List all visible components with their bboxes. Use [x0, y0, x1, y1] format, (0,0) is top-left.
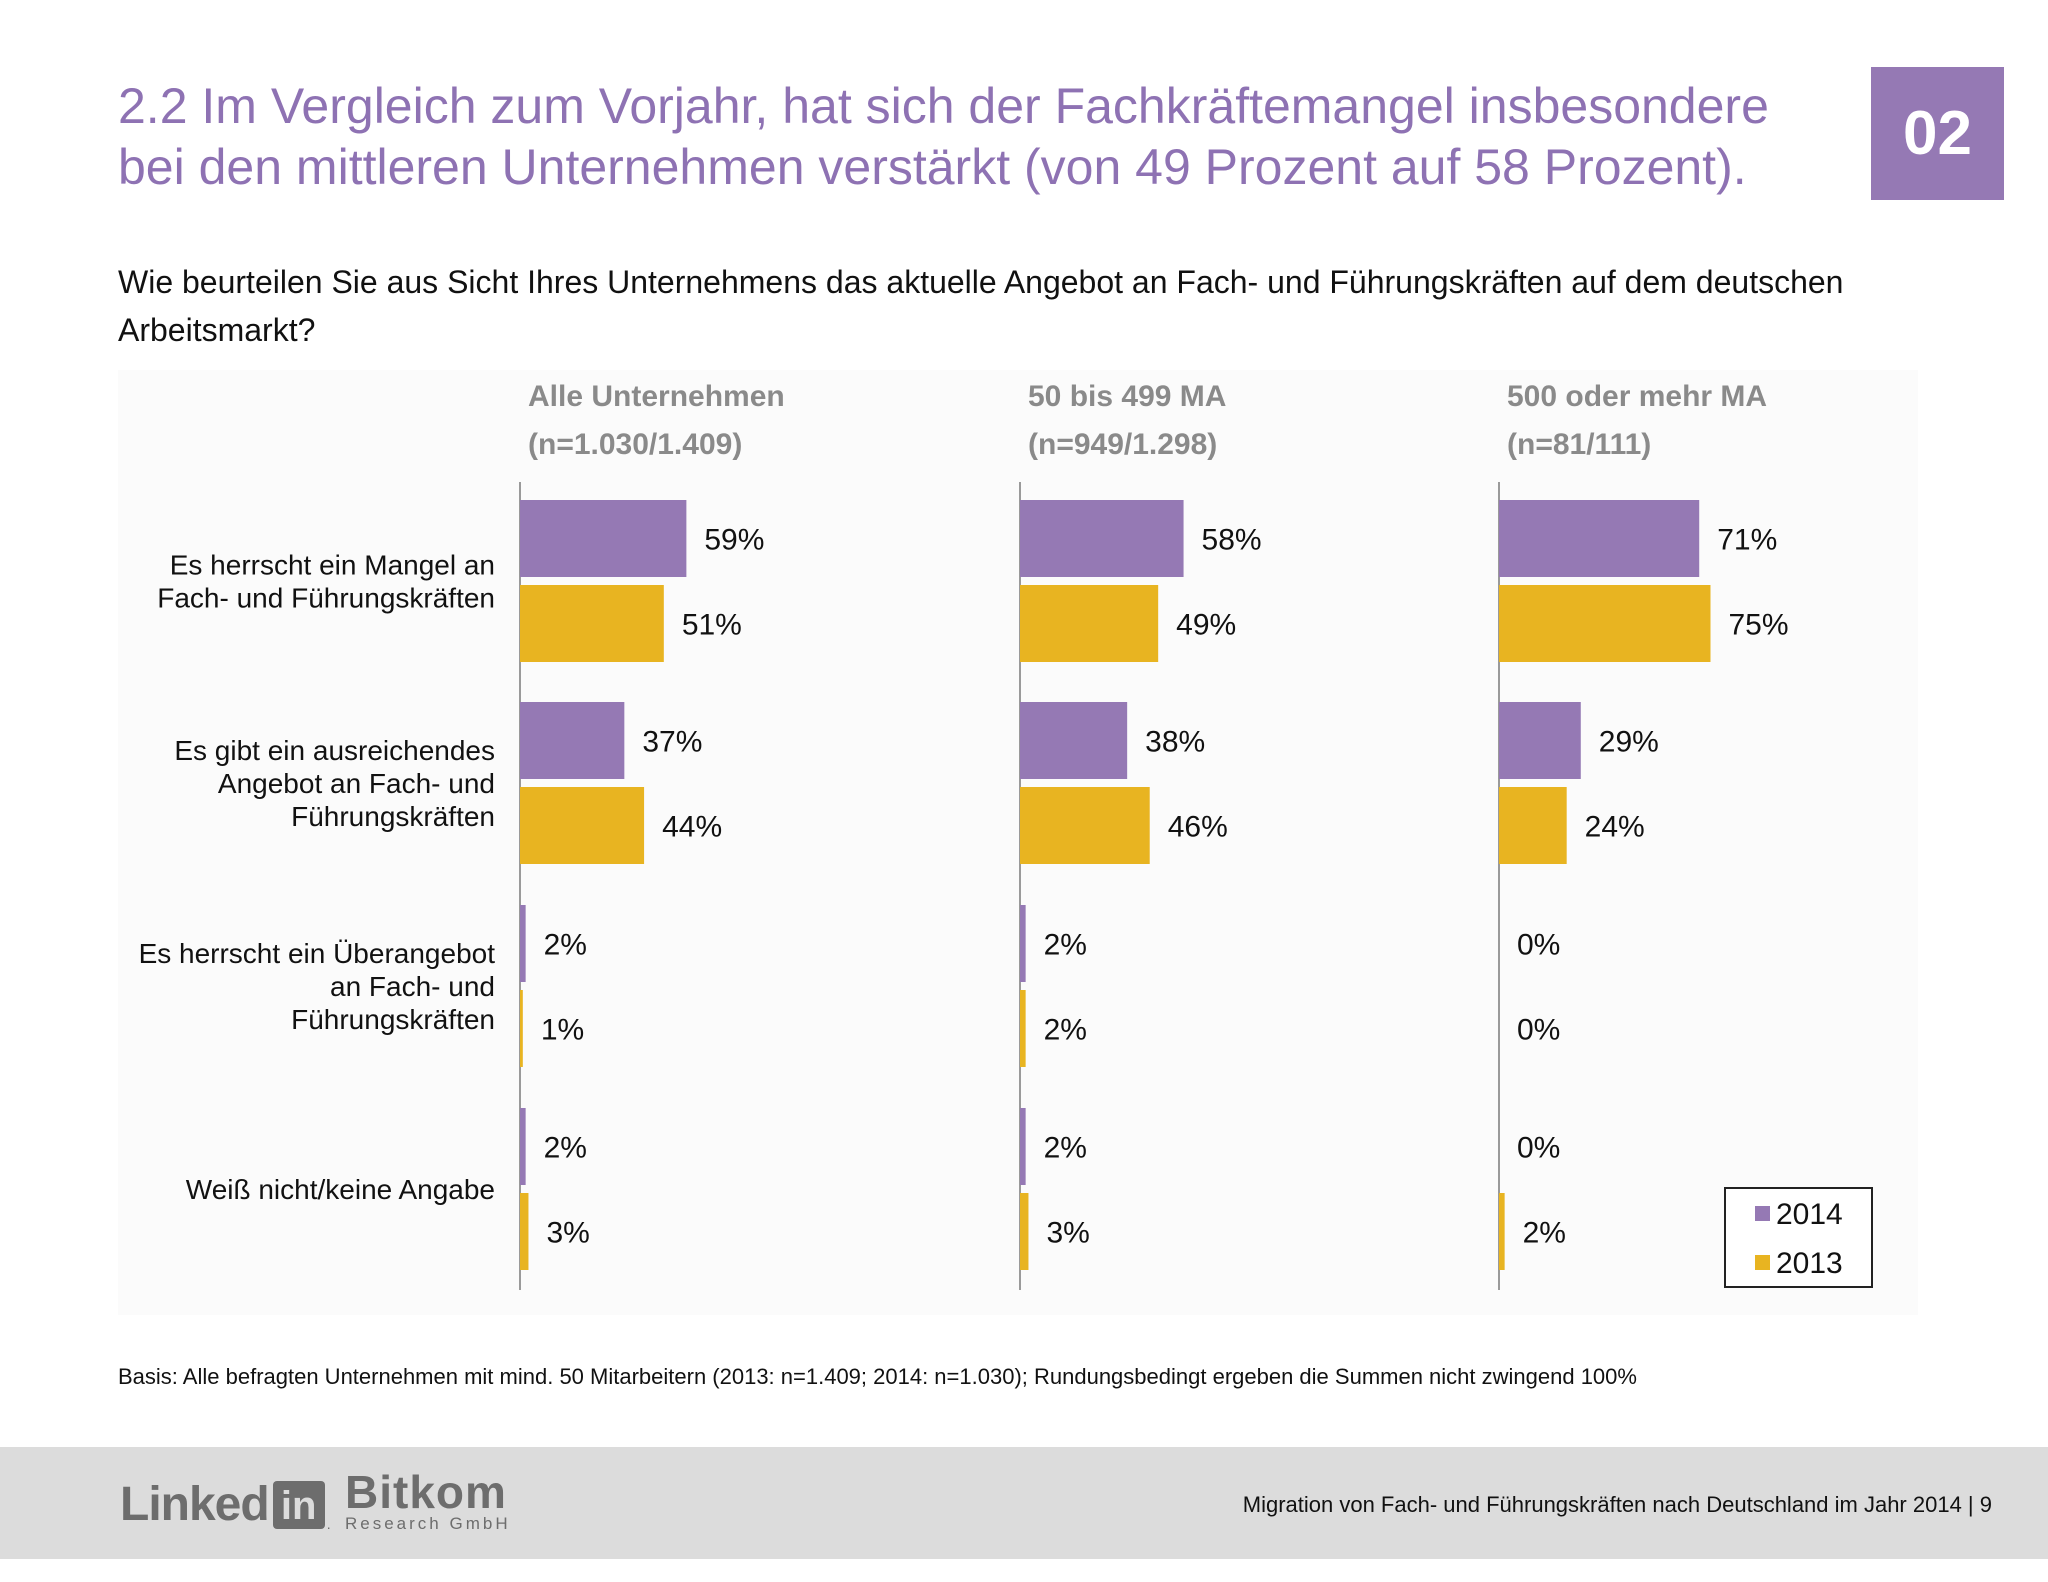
legend-box: [1724, 1187, 1873, 1288]
data-label-2014: 2%: [544, 929, 587, 962]
data-label-2014: 2%: [1044, 929, 1087, 962]
bar-2013: [1499, 585, 1711, 662]
bar-2013: [520, 787, 645, 864]
panel-title: 500 oder mehr MA: [1507, 380, 1767, 413]
bar-2014: [520, 905, 526, 982]
data-label-2014: 2%: [544, 1132, 587, 1165]
data-label-2013: 2%: [1523, 1217, 1566, 1250]
bar-2013: [1020, 1193, 1029, 1270]
panel-subtitle: (n=81/111): [1507, 428, 1651, 461]
category-label: an Fach- und: [330, 971, 495, 1002]
bar-2013: [1020, 585, 1159, 662]
category-label: Es herrscht ein Überangebot: [139, 938, 496, 969]
panel-subtitle: (n=949/1.298): [1028, 428, 1217, 461]
panel-title: 50 bis 499 MA: [1028, 380, 1226, 413]
bar-2014: [1020, 500, 1184, 577]
data-label-2013: 75%: [1729, 609, 1789, 642]
bar-2014: [1499, 702, 1581, 779]
linkedin-logo-dot: .: [326, 1516, 331, 1532]
data-label-2014: 37%: [642, 726, 702, 759]
linkedin-logo: Linked in .: [120, 1477, 331, 1532]
bar-2013: [520, 585, 664, 662]
data-label-2014: 71%: [1717, 524, 1777, 557]
legend-swatch-2014: [1755, 1206, 1770, 1221]
category-label: Es herrscht ein Mangel an: [170, 550, 495, 581]
footer-caption: Migration von Fach- und Führungskräften …: [1242, 1492, 1992, 1517]
bar-2014: [1020, 702, 1128, 779]
bitkom-logo-subtitle: Research GmbH: [345, 1514, 511, 1533]
data-label-2013: 3%: [1046, 1217, 1089, 1250]
data-label-2013: 46%: [1168, 811, 1228, 844]
category-label: Es gibt ein ausreichendes: [174, 735, 495, 766]
linkedin-logo-text: Linked: [120, 1478, 270, 1531]
data-label-2013: 2%: [1044, 1014, 1087, 1047]
data-label-2013: 49%: [1176, 609, 1236, 642]
legend-label-2014: 2014: [1776, 1198, 1843, 1231]
data-label-2013: 24%: [1585, 811, 1645, 844]
panel-title: Alle Unternehmen: [528, 380, 785, 413]
bar-2014: [520, 1108, 526, 1185]
bar-2013: [1499, 1193, 1505, 1270]
footnote: Basis: Alle befragten Unternehmen mit mi…: [118, 1364, 1637, 1389]
panel-subtitle: (n=1.030/1.409): [528, 428, 742, 461]
category-label: Angebot an Fach- und: [218, 768, 495, 799]
data-label-2014: 0%: [1517, 1132, 1560, 1165]
bar-2013: [1020, 787, 1150, 864]
data-label-2013: 1%: [541, 1014, 584, 1047]
bar-2014: [1020, 905, 1026, 982]
bar-2013: [520, 1193, 529, 1270]
category-label: Führungskräften: [291, 1004, 495, 1035]
data-label-2014: 58%: [1202, 524, 1262, 557]
bar-2014: [1499, 500, 1700, 577]
bar-2013: [1020, 990, 1026, 1067]
data-label-2013: 51%: [682, 609, 742, 642]
category-label: Fach- und Führungskräften: [157, 583, 495, 614]
bitkom-logo-name: Bitkom: [345, 1466, 507, 1518]
category-label: Weiß nicht/keine Angabe: [186, 1174, 495, 1205]
data-label-2013: 0%: [1517, 1014, 1560, 1047]
bar-2013: [520, 990, 523, 1067]
bar-2014: [520, 500, 687, 577]
legend-swatch-2013: [1755, 1255, 1770, 1270]
data-label-2013: 3%: [546, 1217, 589, 1250]
data-label-2014: 29%: [1599, 726, 1659, 759]
data-label-2013: 44%: [662, 811, 722, 844]
linkedin-logo-box: in: [272, 1480, 325, 1529]
bar-2013: [1499, 787, 1567, 864]
legend-label-2013: 2013: [1776, 1247, 1843, 1280]
survey-question: Wie beurteilen Sie aus Sicht Ihres Unter…: [118, 264, 1844, 348]
category-label: Führungskräften: [291, 801, 495, 832]
data-label-2014: 2%: [1044, 1132, 1087, 1165]
data-label-2014: 59%: [704, 524, 764, 557]
footer-bar: Linked in . Bitkom Research GmbH Migrati…: [0, 1447, 2048, 1559]
bar-2014: [520, 702, 625, 779]
section-number-badge: 02: [1871, 67, 2004, 200]
slide-title: 2.2 Im Vergleich zum Vorjahr, hat sich d…: [118, 78, 1769, 195]
data-label-2014: 38%: [1145, 726, 1205, 759]
data-label-2014: 0%: [1517, 929, 1560, 962]
bar-2014: [1020, 1108, 1026, 1185]
bitkom-research-logo: Bitkom Research GmbH: [345, 1469, 511, 1533]
